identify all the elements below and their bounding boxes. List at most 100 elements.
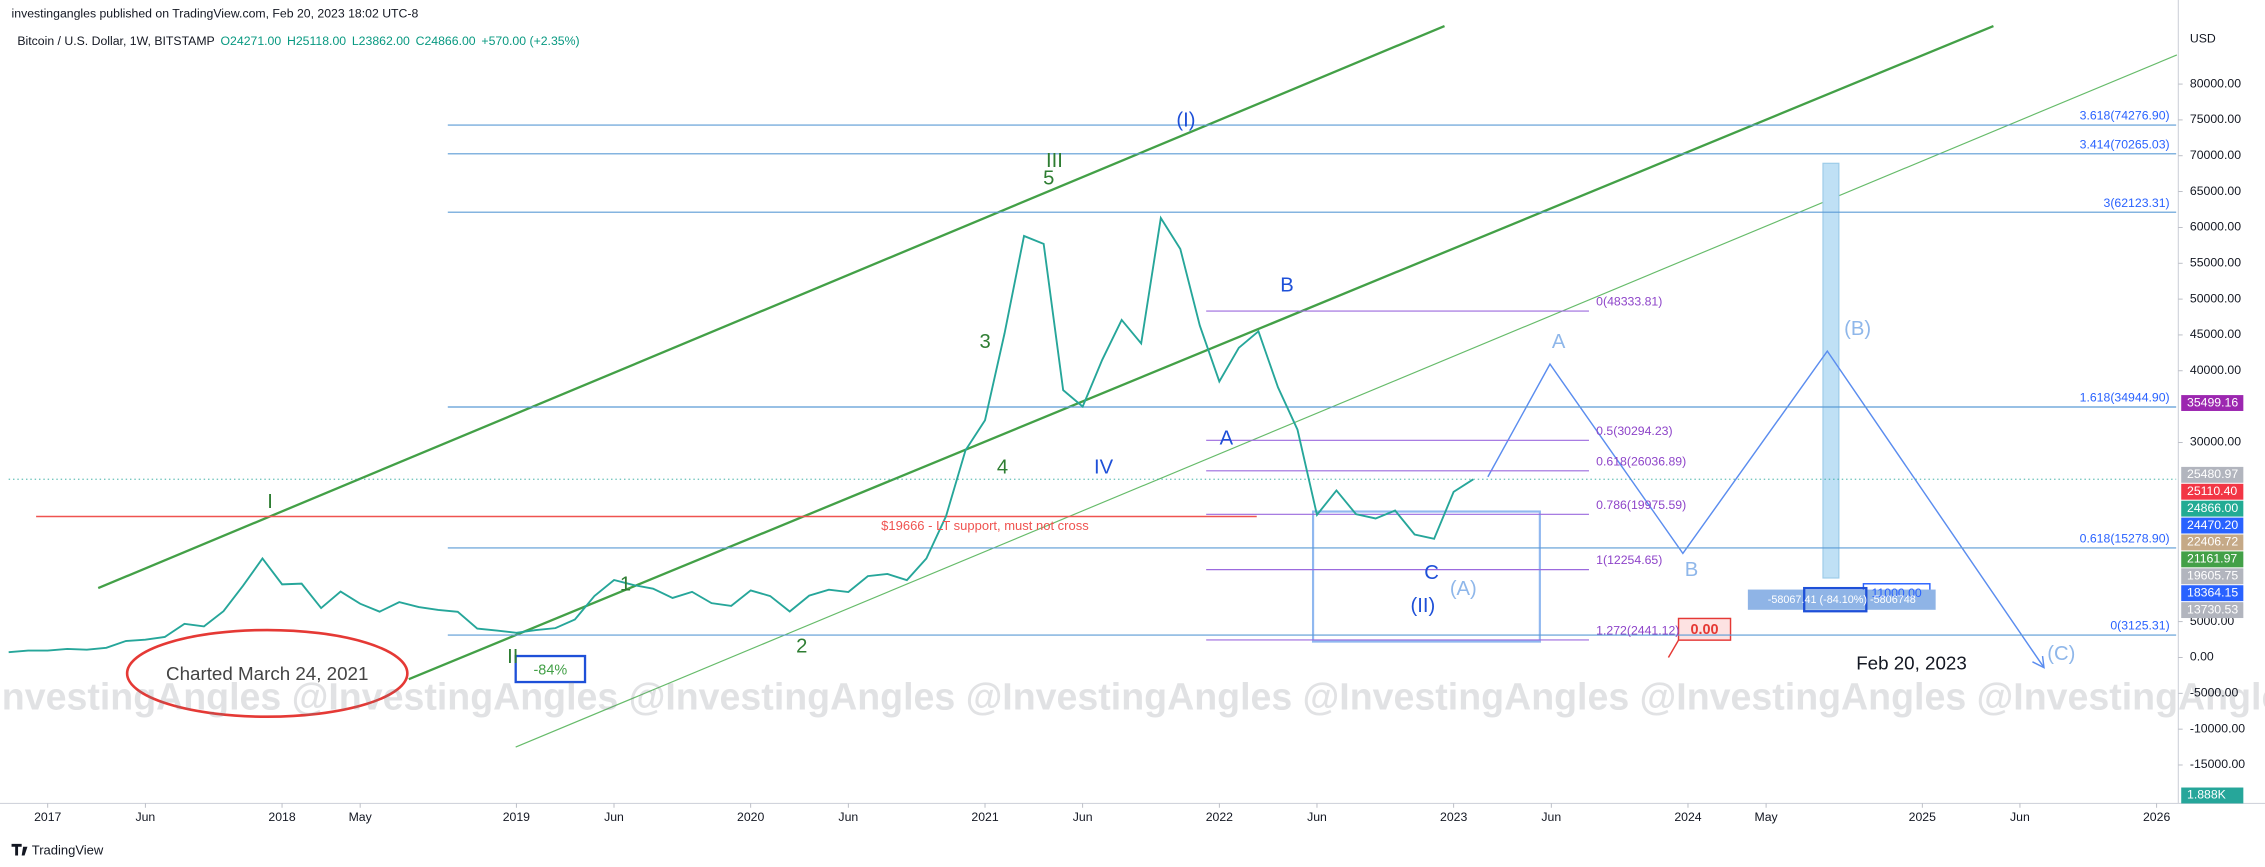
note: Charted March 24, 2021 [166, 663, 368, 684]
price-tag [2181, 534, 2244, 551]
labels: investingangles published on TradingView… [0, 7, 2265, 858]
wave-label: C [1424, 562, 1439, 584]
wave-label: 4 [997, 457, 1008, 479]
x-tick-label: 2018 [268, 810, 295, 824]
drawings [8, 24, 2183, 808]
y-tick-label: 65000.00 [2190, 184, 2241, 198]
wave-label: 5 [1043, 168, 1054, 190]
fib-label: 1.272(2441.12) [1596, 624, 1679, 638]
x-tick-label: 2026 [2143, 810, 2170, 824]
trend-line [515, 54, 2178, 748]
fib-label: 1.618(34944.90) [2080, 391, 2170, 405]
y-tick-label: 80000.00 [2190, 76, 2241, 90]
fib-label: 0(48333.81) [1596, 295, 1662, 309]
price-tag-label: 25110.40 [2187, 484, 2237, 498]
price-tag-label: 13730.53 [2187, 602, 2238, 616]
arrow-head [2032, 655, 2045, 669]
highlight-ellipse [125, 628, 409, 719]
x-tick-label: 2020 [737, 810, 764, 824]
price-tag [2181, 551, 2244, 568]
wave-label: A [1220, 428, 1234, 450]
x-tick-label: May [349, 810, 373, 824]
price-tag [2181, 568, 2244, 585]
price-tag-label: 19605.75 [2187, 569, 2238, 583]
y-tick-label: 50000.00 [2190, 291, 2241, 305]
y-tick-label: 0.00 [2190, 650, 2214, 664]
wave-label: (C) [2047, 643, 2075, 665]
watermark: InvestingAngles @InvestingAngles @Invest… [0, 675, 2265, 717]
price-tag [2181, 500, 2244, 517]
x-tick-label: Jun [1073, 810, 1093, 824]
trend-line [97, 24, 1445, 590]
price-tag [2181, 466, 2244, 483]
fib-label: 0.786(19975.59) [1596, 498, 1686, 512]
note: 0.00 [1690, 622, 1718, 638]
measure-label: -58067.41 (-84.10%) -5806748 [1768, 594, 1916, 606]
fib-label: 0(3125.31) [2110, 619, 2169, 633]
fib-label: 3.618(74276.90) [2080, 109, 2170, 123]
price-tag-label: 25480.97 [2187, 467, 2238, 481]
y-tick-label: 60000.00 [2190, 220, 2241, 234]
fib-label: 3.414(70265.03) [2080, 137, 2170, 151]
x-tick-label: Jun [1307, 810, 1327, 824]
y-tick-label: 30000.00 [2190, 435, 2241, 449]
y-tick-label: -15000.00 [2190, 757, 2245, 771]
ohlc: L23862.00 [352, 34, 410, 48]
ohlc: C24866.00 [416, 34, 476, 48]
price-tag-label: 24866.00 [2187, 501, 2238, 515]
price-tag-label: 18364.15 [2187, 585, 2238, 599]
x-tick-label: Jun [838, 810, 858, 824]
currency: USD [2190, 31, 2216, 45]
wave-label: 1 [620, 574, 631, 596]
symbol-legend: Bitcoin / U.S. Dollar, 1W, BITSTAMP O2427… [17, 34, 579, 48]
price-tag-label: 35499.16 [2187, 395, 2238, 409]
fib-label: 1(12254.65) [1596, 553, 1662, 567]
brand: TradingView [32, 843, 104, 858]
fib-label: 0.618(15278.90) [2080, 532, 2170, 546]
trend-line [408, 24, 1994, 681]
y-tick-label: -5000.00 [2190, 686, 2239, 700]
price-tag [2181, 585, 2244, 602]
x-tick-label: Jun [2010, 810, 2030, 824]
ohlc: O24271.00 [221, 34, 282, 48]
range-box [1311, 510, 1541, 643]
wave-label: III [1046, 150, 1063, 172]
note-box [1803, 586, 1868, 613]
fib-label: 0.5(30294.23) [1596, 424, 1672, 438]
wave-label: B [1280, 274, 1293, 296]
wave-label: (II) [1410, 595, 1435, 617]
ohlc: H25118.00 [287, 34, 346, 48]
y-tick-label: 40000.00 [2190, 363, 2241, 377]
x-tick-label: 2017 [34, 810, 61, 824]
x-tick-label: May [1755, 810, 1779, 824]
x-tick-label: Jun [604, 810, 624, 824]
wave-label: 2 [796, 636, 807, 658]
support-label: $19666 - LT support, must not cross [881, 518, 1089, 533]
note-box [514, 654, 587, 684]
wave-label: I [267, 491, 273, 513]
published: investingangles published on TradingView… [12, 7, 419, 21]
note: Feb 20, 2023 [1856, 653, 1967, 674]
x-tick-label: 2023 [1440, 810, 1467, 824]
pointer [1667, 639, 1680, 658]
x-tick-label: 2022 [1206, 810, 1233, 824]
y-tick-label: 70000.00 [2190, 148, 2241, 162]
y-tick-label: 45000.00 [2190, 327, 2241, 341]
x-tick-label: 2019 [503, 810, 530, 824]
x-tick-label: 2025 [1909, 810, 1936, 824]
fib-label: 3(62123.31) [2104, 196, 2170, 210]
logo [11, 843, 28, 856]
wave-label: (B) [1844, 318, 1871, 340]
price-tag-label: 24470.20 [2187, 518, 2238, 532]
price-tag [2181, 483, 2244, 500]
price-tag [2181, 602, 2244, 619]
price-tag-label: 22406.72 [2187, 535, 2238, 549]
wave-label: A [1552, 331, 1566, 353]
price-line [8, 215, 1474, 654]
wave-label: II [507, 646, 518, 668]
price-tag-label: 21161.97 [2187, 552, 2237, 566]
volume-tag-label: 1.888K [2187, 788, 2227, 802]
